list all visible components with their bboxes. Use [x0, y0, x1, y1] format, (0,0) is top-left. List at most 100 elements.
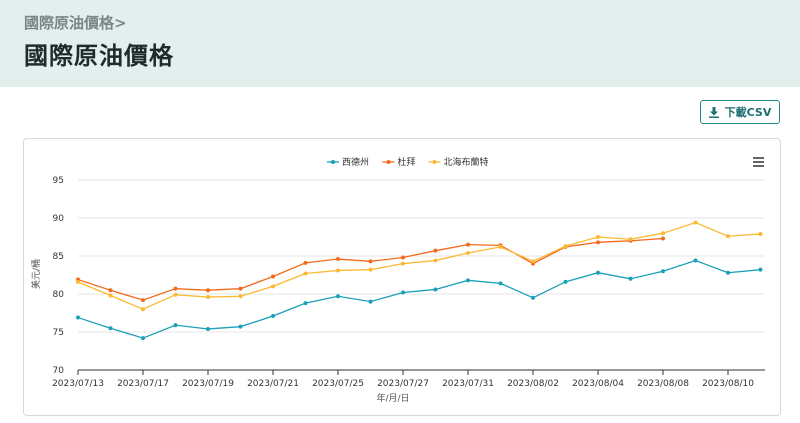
data-point	[531, 259, 535, 264]
data-point	[303, 260, 308, 265]
data-point	[433, 287, 438, 292]
page-title: 國際原油價格	[24, 42, 174, 70]
x-tick-label: 2023/07/31	[442, 379, 494, 389]
data-point	[336, 257, 340, 262]
data-point	[368, 299, 373, 304]
data-point	[433, 258, 438, 263]
data-point	[498, 244, 503, 249]
data-point	[76, 279, 80, 284]
data-point	[466, 250, 470, 255]
data-point	[693, 220, 698, 225]
data-point	[758, 267, 763, 272]
legend-item: 西德州	[327, 156, 369, 168]
data-point	[401, 261, 405, 266]
legend-marker	[432, 160, 437, 164]
x-tick-label: 2023/07/19	[182, 379, 234, 389]
data-point	[726, 234, 730, 239]
data-point	[141, 298, 145, 303]
data-point	[76, 315, 80, 320]
x-tick-label: 2023/07/27	[377, 379, 429, 389]
legend: 西德州 杜拜 北海布蘭特	[327, 156, 489, 168]
legend-label: 西德州	[342, 156, 369, 168]
data-point	[173, 286, 178, 291]
data-point	[368, 267, 373, 272]
data-point	[596, 235, 600, 239]
data-point	[336, 268, 340, 273]
download-icon	[708, 106, 719, 118]
series-line	[77, 259, 761, 339]
data-point	[238, 286, 243, 291]
data-point	[563, 279, 568, 284]
data-point	[173, 292, 178, 297]
chart-card: 70 75 80 85 90 95 2023/07/13 2023/07/17 2023/07…	[23, 138, 781, 416]
x-tick-label: 2023/08/04	[572, 379, 624, 389]
data-point	[108, 288, 113, 293]
x-tick-label: 2023/07/25	[312, 379, 364, 389]
y-tick-label: 75	[53, 328, 64, 338]
x-tick-label: 2023/07/13	[52, 379, 104, 389]
data-point	[596, 270, 600, 275]
grid-lines	[78, 179, 765, 371]
data-point	[498, 281, 503, 286]
data-point	[108, 293, 113, 298]
data-point	[303, 271, 308, 276]
x-axis: 2023/07/13 2023/07/17 2023/07/19 2023/07/21…	[52, 370, 754, 389]
x-axis-label: 年/月/日	[376, 392, 409, 404]
data-point	[303, 301, 308, 306]
data-point	[238, 324, 243, 329]
data-point	[661, 231, 665, 236]
data-point	[368, 259, 373, 264]
data-point	[271, 274, 275, 279]
legend-label: 杜拜	[398, 156, 416, 168]
legend-item: 北海布蘭特	[428, 156, 489, 168]
hamburger-menu-icon[interactable]	[753, 157, 764, 167]
data-point	[758, 231, 763, 236]
x-tick-label: 2023/08/08	[637, 379, 689, 389]
y-tick-label: 90	[53, 214, 65, 224]
y-tick-label: 95	[53, 176, 64, 186]
data-point	[433, 248, 438, 253]
y-axis-label: 美元/桶	[30, 259, 42, 289]
download-csv-label: 下載CSV	[724, 106, 772, 119]
data-point	[726, 270, 730, 275]
data-point	[401, 290, 405, 295]
data-point	[238, 294, 243, 299]
data-point	[401, 255, 405, 260]
breadcrumb[interactable]: 國際原油價格>	[24, 14, 127, 32]
y-tick-label: 80	[53, 290, 65, 300]
data-point	[466, 242, 470, 247]
data-point	[628, 276, 633, 281]
data-point	[531, 295, 535, 300]
x-tick-label: 2023/07/21	[247, 379, 299, 389]
data-point	[693, 258, 698, 263]
data-point	[271, 314, 275, 319]
data-point	[563, 244, 568, 249]
page-header: 國際原油價格> 國際原油價格	[0, 0, 800, 87]
series-line	[77, 221, 761, 310]
y-tick-label: 70	[53, 366, 65, 376]
x-tick-label: 2023/08/10	[702, 379, 754, 389]
data-point	[628, 237, 633, 242]
legend-label: 北海布蘭特	[444, 156, 489, 168]
data-point	[271, 284, 275, 289]
x-tick-label: 2023/08/02	[507, 379, 559, 389]
data-point	[336, 294, 340, 299]
y-axis: 70 75 80 85 90 95	[53, 176, 65, 376]
data-point	[141, 307, 145, 312]
data-point	[466, 278, 470, 283]
data-point	[108, 326, 113, 331]
series-layer	[76, 220, 763, 341]
data-point	[141, 336, 145, 341]
data-point	[661, 236, 665, 241]
data-point	[661, 269, 665, 274]
data-point	[206, 326, 210, 331]
data-point	[206, 288, 210, 293]
download-csv-button[interactable]: 下載CSV	[700, 100, 780, 124]
legend-marker	[386, 160, 391, 164]
y-tick-label: 85	[53, 252, 64, 262]
x-tick-label: 2023/07/17	[117, 379, 169, 389]
data-point	[173, 323, 178, 328]
data-point	[206, 295, 210, 300]
legend-marker	[331, 160, 335, 164]
